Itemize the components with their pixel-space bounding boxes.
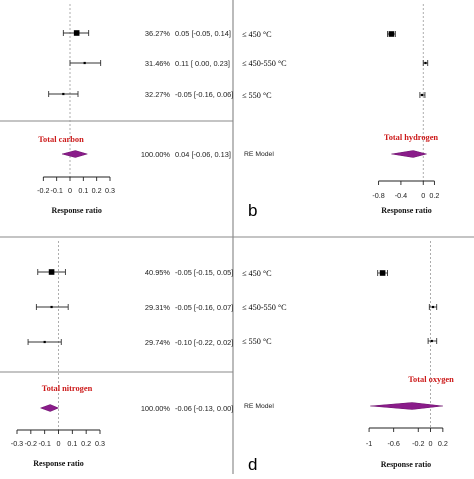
study-ci-text: 0.11 [ 0.00, 0.23] bbox=[175, 59, 230, 68]
x-tick-label: -0.2 bbox=[25, 439, 37, 448]
study-weight: 40.95% bbox=[145, 268, 170, 277]
study-ci-text: -0.05 [-0.16, 0.07] bbox=[175, 303, 233, 312]
summary-model-label: RE Model bbox=[244, 403, 274, 410]
panel-letter: d bbox=[248, 455, 257, 474]
x-tick-label: -0.4 bbox=[395, 191, 407, 200]
study-label: ≤ 450-550 °C bbox=[242, 59, 287, 68]
study-label: ≤ 550 °C bbox=[242, 91, 272, 100]
summary-model-label: RE Model bbox=[244, 151, 274, 158]
summary-title: Total oxygen bbox=[408, 375, 454, 384]
study-label: ≤ 450 °C bbox=[242, 269, 272, 278]
point-estimate bbox=[421, 93, 424, 97]
summary-title: Total nitrogen bbox=[42, 384, 93, 393]
x-tick-label: -0.1 bbox=[38, 439, 50, 448]
summary-weight: 100.00% bbox=[141, 150, 171, 159]
x-tick-label: -1 bbox=[366, 439, 372, 448]
x-tick-label: 0.2 bbox=[438, 439, 448, 448]
x-tick-label: 0.1 bbox=[78, 186, 88, 195]
summary-diamond bbox=[61, 150, 89, 158]
forest-panel-2: ≤ 450 °C ≤ 450-550 °C ≤ 550 °C RE Model Tota… bbox=[242, 4, 439, 220]
forest-panel-3: 40.95% -0.05 [-0.15, 0.05] 29.31% -0.05 [-0… bbox=[0, 237, 234, 474]
study-ci-text: -0.05 [-0.16, 0.06] bbox=[175, 90, 233, 99]
point-estimate bbox=[424, 61, 427, 65]
study-ci-text: -0.05 [-0.15, 0.05] bbox=[175, 268, 233, 277]
study-weight: 31.46% bbox=[145, 59, 170, 68]
summary-diamond bbox=[391, 150, 428, 158]
summary-title: Total carbon bbox=[38, 135, 84, 144]
x-axis-label: Response ratio bbox=[33, 459, 83, 468]
study-weight: 29.31% bbox=[145, 303, 170, 312]
x-tick-label: 0.2 bbox=[429, 191, 439, 200]
summary-diamond bbox=[39, 404, 60, 412]
study-weight: 36.27% bbox=[145, 29, 170, 38]
point-estimate bbox=[83, 61, 86, 65]
summary-diamond bbox=[370, 402, 443, 410]
summary-weight: 100.00% bbox=[141, 404, 171, 413]
x-tick-label: 0.2 bbox=[92, 186, 102, 195]
x-tick-label: 0 bbox=[429, 439, 433, 448]
x-tick-label: -0.1 bbox=[50, 186, 62, 195]
point-estimate bbox=[73, 30, 80, 36]
x-tick-label: -0.2 bbox=[37, 186, 49, 195]
study-weight: 29.74% bbox=[145, 338, 170, 347]
x-axis-label: Response ratio bbox=[381, 460, 431, 469]
x-axis-label: Response ratio bbox=[51, 206, 101, 215]
study-label: ≤ 450-550 °C bbox=[242, 303, 287, 312]
point-estimate bbox=[50, 305, 53, 309]
study-weight: 32.27% bbox=[145, 90, 170, 99]
x-tick-label: -0.3 bbox=[11, 439, 23, 448]
point-estimate bbox=[430, 339, 433, 343]
study-label: ≤ 550 °C bbox=[242, 337, 272, 346]
point-estimate bbox=[388, 31, 395, 37]
point-estimate bbox=[431, 305, 435, 309]
summary-ci-text: -0.06 [-0.13, 0.00] bbox=[175, 404, 233, 413]
study-ci-text: 0.05 [-0.05, 0.14] bbox=[175, 29, 231, 38]
x-tick-label: -0.8 bbox=[372, 191, 384, 200]
point-estimate bbox=[62, 92, 65, 96]
study-label: ≤ 450 °C bbox=[242, 30, 272, 39]
point-estimate bbox=[43, 340, 46, 344]
x-axis-label: Response ratio bbox=[381, 206, 431, 215]
x-tick-label: 0.1 bbox=[67, 439, 77, 448]
summary-title: Total hydrogen bbox=[384, 133, 439, 142]
x-tick-label: 0 bbox=[57, 439, 61, 448]
x-tick-label: 0 bbox=[68, 186, 72, 195]
x-tick-label: 0.3 bbox=[105, 186, 115, 195]
forest-panel-4: ≤ 450 °C ≤ 450-550 °C ≤ 550 °C RE Model Tota… bbox=[242, 241, 454, 474]
x-tick-label: 0 bbox=[421, 191, 425, 200]
x-tick-label: -0.6 bbox=[387, 439, 399, 448]
x-tick-label: 0.3 bbox=[95, 439, 105, 448]
point-estimate bbox=[379, 270, 386, 276]
x-tick-label: -0.2 bbox=[412, 439, 424, 448]
x-tick-label: 0.2 bbox=[81, 439, 91, 448]
summary-ci-text: 0.04 [-0.06, 0.13] bbox=[175, 150, 231, 159]
panel-letter: b bbox=[248, 201, 257, 220]
forest-panel-1: 36.27% 0.05 [-0.05, 0.14] 31.46% 0.11 [ 0.0… bbox=[0, 0, 234, 237]
study-ci-text: -0.10 [-0.22, 0.02] bbox=[175, 338, 233, 347]
point-estimate bbox=[48, 269, 55, 275]
